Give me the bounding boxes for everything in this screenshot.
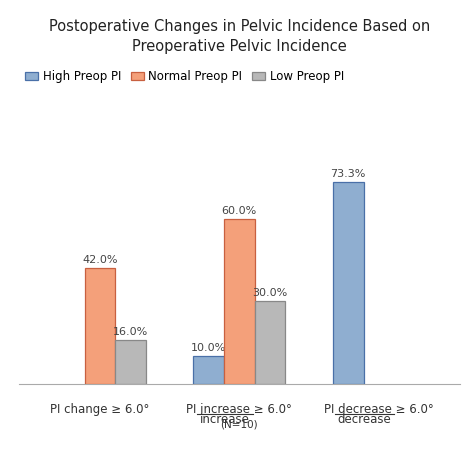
Bar bbox=[193, 356, 224, 384]
Text: (N=10): (N=10) bbox=[220, 419, 258, 429]
Text: 10.0%: 10.0% bbox=[191, 343, 226, 353]
Bar bbox=[255, 301, 285, 384]
Text: PI decrease ≥ 6.0°: PI decrease ≥ 6.0° bbox=[324, 403, 434, 416]
Text: 16.0%: 16.0% bbox=[113, 327, 148, 337]
Text: 42.0%: 42.0% bbox=[82, 255, 118, 265]
Title: Postoperative Changes in Pelvic Incidence Based on
Preoperative Pelvic Incidence: Postoperative Changes in Pelvic Incidenc… bbox=[49, 19, 430, 54]
Text: decrease: decrease bbox=[337, 413, 391, 426]
Bar bbox=[115, 340, 146, 384]
Bar bbox=[84, 268, 115, 384]
Bar bbox=[333, 182, 364, 384]
Bar bbox=[224, 219, 255, 384]
Legend: High Preop PI, Normal Preop PI, Low Preop PI: High Preop PI, Normal Preop PI, Low Preo… bbox=[20, 65, 348, 88]
Text: increase: increase bbox=[201, 413, 250, 426]
Text: PI increase ≥ 6.0°: PI increase ≥ 6.0° bbox=[186, 403, 292, 416]
Text: 73.3%: 73.3% bbox=[330, 169, 366, 179]
Text: 30.0%: 30.0% bbox=[253, 288, 288, 298]
Text: PI change ≥ 6.0°: PI change ≥ 6.0° bbox=[50, 403, 150, 416]
Text: 60.0%: 60.0% bbox=[222, 206, 257, 216]
